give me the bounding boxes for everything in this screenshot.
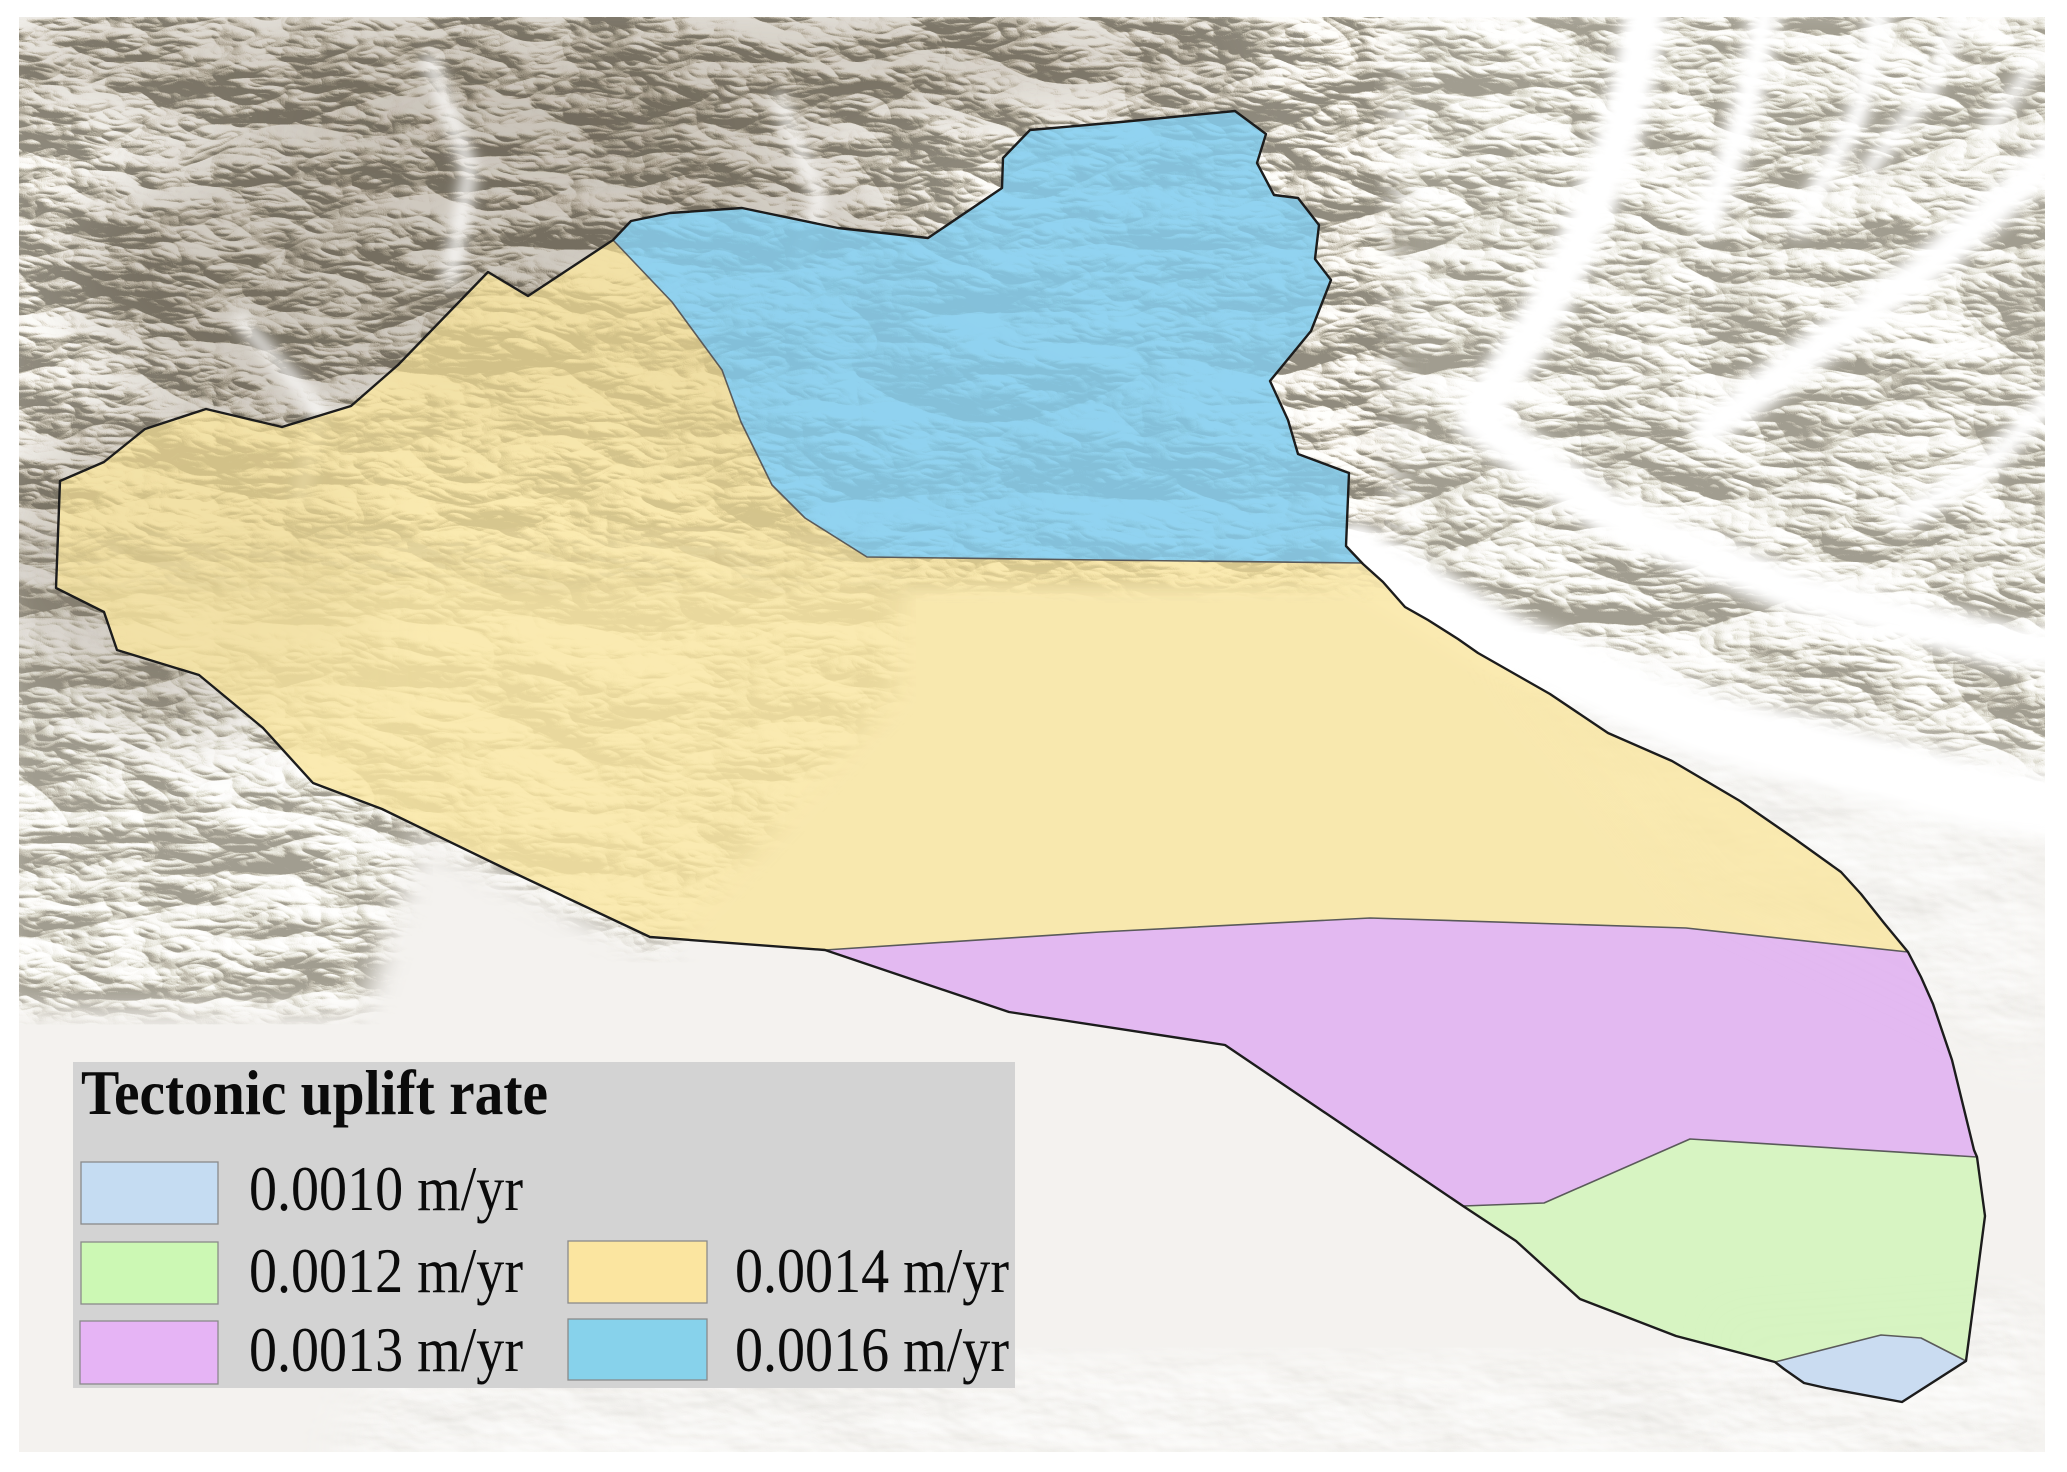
svg-text:0.0012 m/yr: 0.0012 m/yr bbox=[249, 1236, 523, 1306]
svg-text:0.0013 m/yr: 0.0013 m/yr bbox=[249, 1315, 523, 1385]
svg-text:0.0010 m/yr: 0.0010 m/yr bbox=[249, 1154, 523, 1224]
svg-text:Tectonic uplift rate: Tectonic uplift rate bbox=[81, 1058, 548, 1128]
svg-text:0.0014 m/yr: 0.0014 m/yr bbox=[735, 1236, 1009, 1306]
svg-text:0.0016 m/yr: 0.0016 m/yr bbox=[735, 1315, 1009, 1385]
